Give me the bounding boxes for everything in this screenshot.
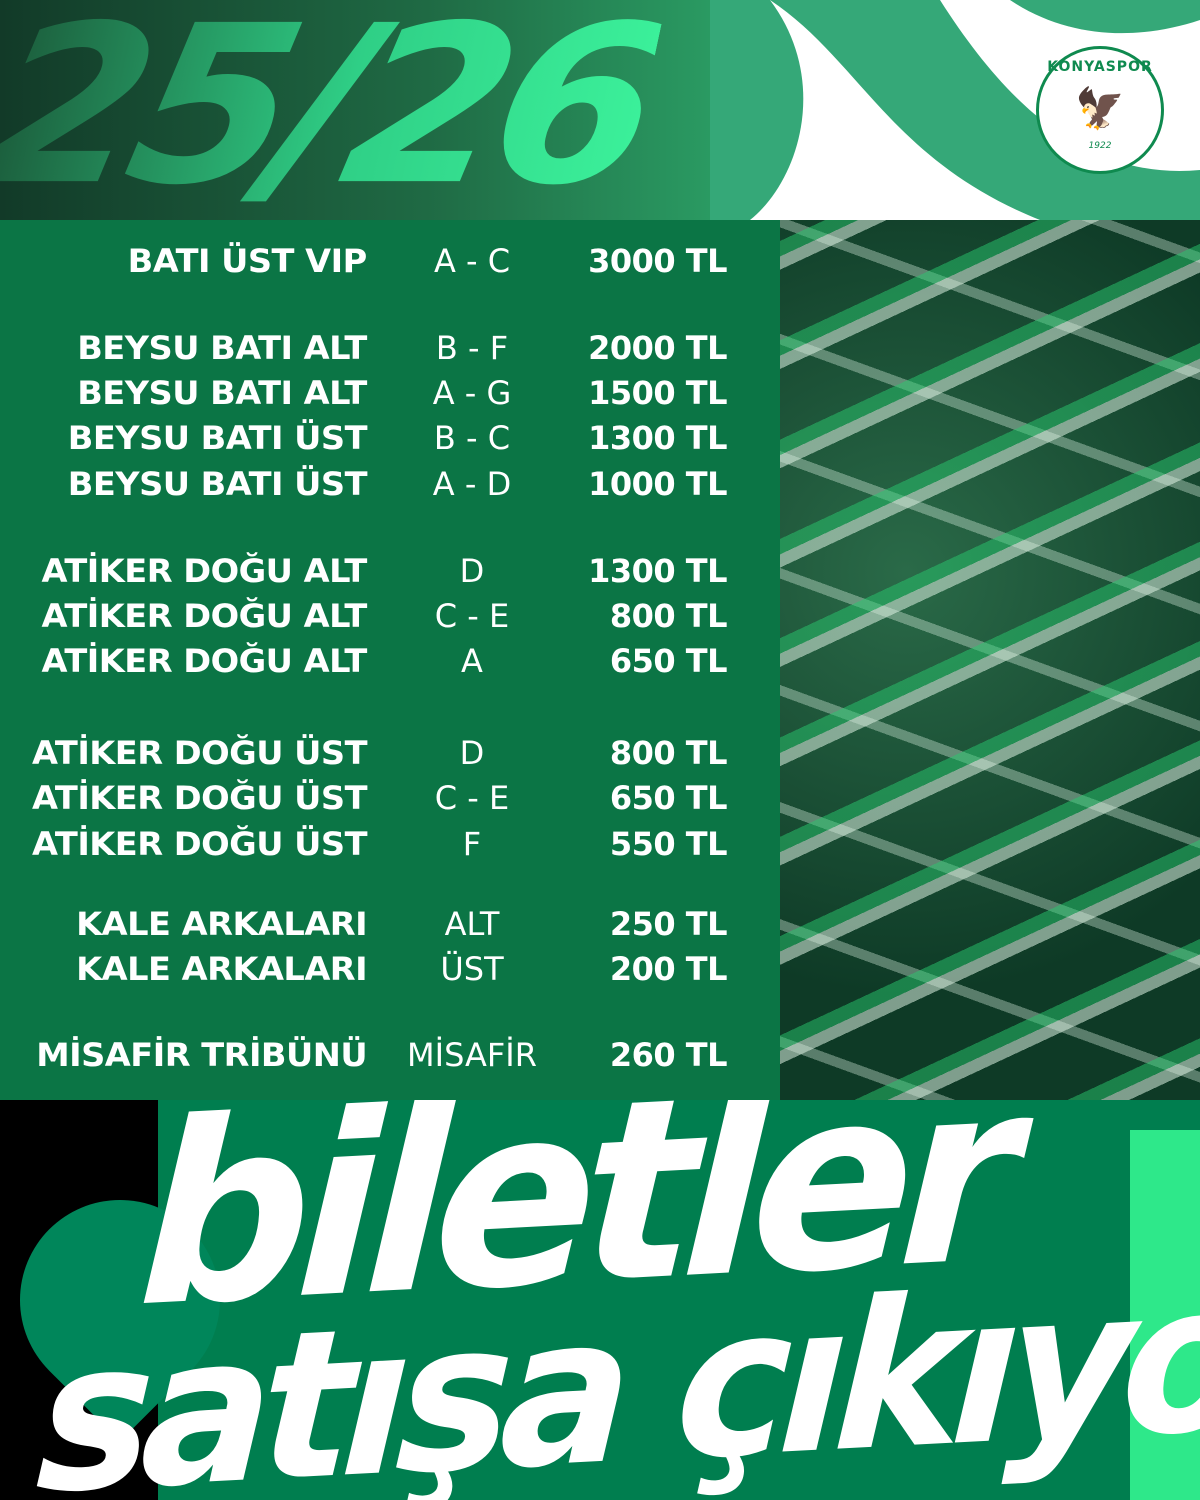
row-name: ATİKER DOĞU ALT bbox=[41, 642, 368, 680]
price-row: KALE ARKALARI ALT 250 TL bbox=[0, 905, 780, 945]
row-price: 1000 TL bbox=[588, 465, 727, 503]
row-name: KALE ARKALARI bbox=[76, 950, 368, 988]
light-green-strip bbox=[1130, 1130, 1200, 1500]
price-row: BEYSU BATI ALT A - G 1500 TL bbox=[0, 374, 780, 414]
row-block: MİSAFİR bbox=[407, 1036, 537, 1074]
row-block: ÜST bbox=[440, 950, 504, 988]
row-name: KALE ARKALARI bbox=[76, 905, 368, 943]
row-block: F bbox=[462, 825, 482, 863]
row-price: 1300 TL bbox=[588, 552, 727, 590]
row-name: ATİKER DOĞU ÜST bbox=[32, 734, 367, 772]
row-block: C - E bbox=[434, 779, 510, 817]
row-name: MİSAFİR TRİBÜNÜ bbox=[36, 1036, 367, 1074]
konyaspor-logo: KONYASPOR 🦅 1922 bbox=[1036, 46, 1164, 174]
row-name: ATİKER DOĞU ALT bbox=[41, 552, 368, 590]
price-table: BATI ÜST VIP A - C 3000 TL BEYSU BATI ALT B … bbox=[0, 220, 780, 1100]
price-row: ATİKER DOĞU ÜST C - E 650 TL bbox=[0, 779, 780, 819]
row-name: ATİKER DOĞU ÜST bbox=[32, 779, 367, 817]
price-row: ATİKER DOĞU ALT A 650 TL bbox=[0, 642, 780, 682]
row-price: 1300 TL bbox=[588, 419, 727, 457]
fans-photo bbox=[780, 220, 1200, 1100]
logo-year: 1922 bbox=[1088, 141, 1112, 151]
price-row: KALE ARKALARI ÜST 200 TL bbox=[0, 950, 780, 990]
price-row: BATI ÜST VIP A - C 3000 TL bbox=[0, 242, 780, 282]
price-row: BEYSU BATI ÜST A - D 1000 TL bbox=[0, 465, 780, 505]
row-price: 800 TL bbox=[609, 597, 728, 635]
season-label: 25/26 bbox=[0, 0, 671, 220]
row-price: 260 TL bbox=[609, 1036, 728, 1074]
row-name: BATI ÜST VIP bbox=[127, 242, 368, 280]
row-block: A - D bbox=[432, 465, 512, 503]
row-name: BEYSU BATI ALT bbox=[77, 329, 367, 367]
row-name: BEYSU BATI ALT bbox=[77, 374, 367, 412]
row-block: A bbox=[461, 642, 483, 680]
row-block: D bbox=[459, 552, 485, 590]
row-price: 200 TL bbox=[609, 950, 728, 988]
row-name: BEYSU BATI ÜST bbox=[67, 419, 368, 457]
double-headed-eagle-icon: 🦅 bbox=[1075, 86, 1125, 132]
price-row: ATİKER DOĞU ÜST D 800 TL bbox=[0, 734, 780, 774]
row-block: C - E bbox=[434, 597, 510, 635]
row-name: ATİKER DOĞU ÜST bbox=[32, 825, 367, 863]
row-name: ATİKER DOĞU ALT bbox=[41, 597, 368, 635]
row-price: 250 TL bbox=[609, 905, 728, 943]
row-price: 650 TL bbox=[609, 642, 728, 680]
row-price: 550 TL bbox=[609, 825, 728, 863]
price-row: ATİKER DOĞU ALT D 1300 TL bbox=[0, 552, 780, 592]
row-block: A - G bbox=[432, 374, 512, 412]
row-price: 1500 TL bbox=[588, 374, 727, 412]
price-row: ATİKER DOĞU ÜST F 550 TL bbox=[0, 825, 780, 865]
row-block: B - C bbox=[433, 419, 511, 457]
row-price: 800 TL bbox=[609, 734, 728, 772]
row-price: 2000 TL bbox=[588, 329, 727, 367]
price-row: ATİKER DOĞU ALT C - E 800 TL bbox=[0, 597, 780, 637]
price-row: BEYSU BATI ÜST B - C 1300 TL bbox=[0, 419, 780, 459]
row-name: BEYSU BATI ÜST bbox=[67, 465, 368, 503]
row-block: A - C bbox=[433, 242, 511, 280]
headline-banner: biletler satışa çıkıyor bbox=[0, 1100, 1200, 1500]
season-banner: 25/26 bbox=[0, 0, 710, 220]
logo-text: KONYASPOR bbox=[1047, 59, 1153, 75]
row-block: D bbox=[459, 734, 485, 772]
row-price: 650 TL bbox=[609, 779, 728, 817]
row-block: B - F bbox=[435, 329, 509, 367]
price-row: MİSAFİR TRİBÜNÜ MİSAFİR 260 TL bbox=[0, 1036, 780, 1076]
row-price: 3000 TL bbox=[588, 242, 727, 280]
price-row: BEYSU BATI ALT B - F 2000 TL bbox=[0, 329, 780, 369]
row-block: ALT bbox=[444, 905, 500, 943]
